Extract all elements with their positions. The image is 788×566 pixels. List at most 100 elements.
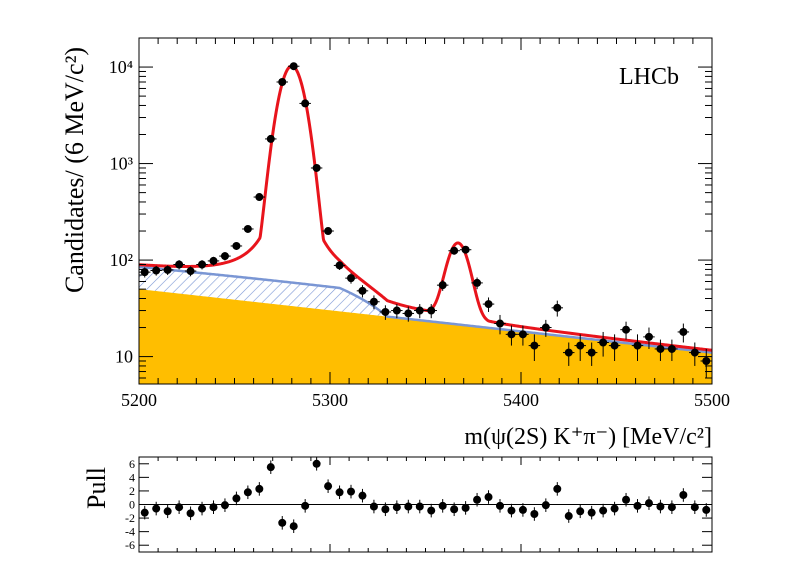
data-point (368, 295, 380, 310)
pull-point (610, 501, 619, 516)
pull-point (702, 503, 711, 517)
data-point (436, 280, 449, 291)
data-point (322, 227, 334, 236)
data-point (379, 305, 392, 320)
data-point (276, 78, 288, 87)
data-point (540, 319, 552, 337)
pull-point (369, 499, 378, 514)
data-points (139, 62, 712, 379)
data-point (345, 273, 357, 284)
pull-point (243, 485, 252, 500)
data-point (551, 300, 564, 317)
data-point (161, 265, 174, 276)
data-point (173, 260, 185, 270)
data-point (242, 224, 254, 233)
pull-point (553, 482, 562, 496)
pull-point (576, 504, 585, 519)
pull-point (427, 503, 436, 518)
pull-tick-label: 4 (129, 470, 135, 484)
data-point (448, 246, 460, 255)
y-tick-label: 10 (115, 347, 133, 367)
pull-point (255, 482, 264, 496)
y-tick-label: 10⁴ (109, 57, 133, 77)
x-tick-label: 5300 (312, 390, 348, 410)
hatched-background-curve (139, 265, 712, 354)
pull-point (186, 506, 195, 521)
data-point (666, 339, 678, 362)
data-point (482, 297, 495, 312)
pull-point (564, 509, 573, 523)
data-point (230, 241, 243, 250)
y-tick-label: 10² (110, 250, 133, 270)
pull-point (599, 503, 608, 518)
pull-points (140, 457, 711, 533)
data-point (265, 134, 277, 143)
pull-point (335, 485, 344, 500)
pull-point (415, 499, 424, 514)
pull-point (484, 490, 493, 504)
pull-point (587, 505, 596, 520)
x-tick-label: 5400 (503, 390, 539, 410)
pull-point (163, 504, 172, 519)
data-point (333, 261, 346, 270)
data-point (310, 163, 323, 172)
data-point (631, 334, 644, 362)
data-point (471, 277, 483, 290)
data-point (689, 342, 701, 366)
data-point (299, 99, 311, 108)
data-point (253, 193, 266, 202)
data-point (677, 323, 690, 343)
pull-point (392, 500, 401, 514)
lhcb-annotation: LHCb (619, 64, 679, 90)
data-point (620, 321, 632, 340)
pull-point (633, 499, 642, 513)
data-point (196, 260, 208, 270)
data-point (150, 265, 162, 276)
pull-point (278, 516, 287, 530)
data-point (643, 327, 655, 349)
pull-point (175, 500, 184, 514)
data-point (563, 342, 575, 366)
pull-point (301, 499, 310, 513)
pull-point (404, 499, 413, 514)
pull-point (667, 500, 676, 514)
x-axis-label: m(ψ(2S) K⁺π⁻) [MeV/c²] (464, 424, 712, 450)
pull-point (690, 500, 699, 514)
data-point (402, 306, 415, 322)
x-tick-label: 5500 (694, 390, 730, 410)
data-point (219, 252, 231, 261)
data-point (287, 62, 300, 71)
pull-point (438, 499, 447, 513)
data-point (184, 266, 197, 277)
pull-tick-label: -4 (125, 525, 135, 539)
pull-point (220, 498, 229, 512)
pull-tick-label: 0 (129, 498, 135, 512)
data-point (207, 256, 220, 266)
data-point (505, 325, 518, 346)
pull-tick-label: 6 (129, 457, 135, 471)
pull-point (530, 507, 539, 521)
data-point (517, 325, 529, 346)
pull-point (461, 501, 470, 515)
pull-point (140, 505, 149, 520)
hatched-background-area (139, 266, 712, 353)
pull-point (232, 491, 241, 506)
pull-point (324, 479, 333, 493)
pull-point (209, 500, 218, 514)
data-point (574, 334, 586, 362)
pull-point (541, 498, 550, 512)
pull-tick-label: 2 (129, 484, 135, 498)
data-point (356, 285, 369, 298)
main-axes: 5200 5300 5400 5500 10 10² 10³ 10⁴ (109, 37, 730, 410)
pull-point (495, 499, 504, 513)
pull-point (152, 501, 161, 516)
pull-tick-label: -2 (125, 511, 135, 525)
data-point (528, 334, 541, 362)
pull-point (289, 519, 298, 533)
x-tick-label: 5200 (121, 390, 157, 410)
pull-axis-label: Pull (82, 467, 111, 509)
pull-point (358, 488, 367, 503)
pull-point (507, 503, 516, 518)
pull-point (518, 503, 527, 517)
